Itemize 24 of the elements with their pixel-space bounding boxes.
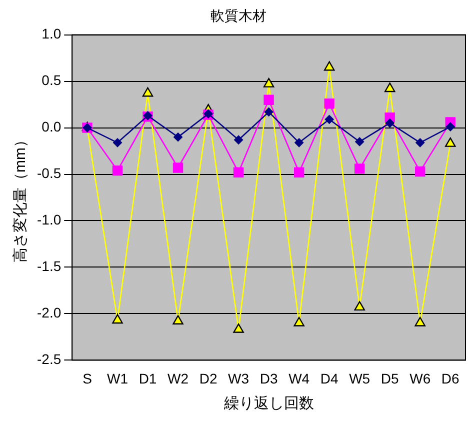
x-tick-label: D1 (138, 370, 157, 386)
x-tick-label: D5 (380, 370, 400, 386)
x-axis-title: 繰り返し回数 (222, 395, 314, 412)
x-tick-label: D4 (320, 370, 338, 386)
y-tick-label: -2.0 (37, 304, 62, 321)
x-tick-label: D3 (260, 370, 278, 386)
x-tick-label: W5 (349, 370, 370, 386)
y-tick-label: 0.5 (42, 72, 62, 88)
x-tick-label: S (82, 370, 92, 386)
x-tick-label: W3 (228, 370, 250, 386)
y-tick-label: 0.0 (42, 118, 62, 135)
y-tick-label: -2.5 (37, 351, 62, 368)
y-axis-title: 高さ変化量（mm） (12, 132, 30, 262)
x-tick-label: W4 (288, 370, 310, 386)
y-tick-label: -1.0 (37, 212, 62, 228)
x-tick-label: W2 (168, 370, 189, 386)
x-tick-label: W6 (410, 370, 431, 386)
chart-title: 軟質木材 (210, 7, 266, 24)
y-tick-label: -0.5 (37, 165, 62, 182)
x-tick-label: W1 (107, 370, 128, 386)
y-tick-label: 1.0 (42, 26, 62, 42)
x-tick-label: D6 (441, 370, 460, 386)
y-tick-label: -1.5 (37, 258, 62, 274)
x-tick-label: D2 (199, 370, 218, 386)
